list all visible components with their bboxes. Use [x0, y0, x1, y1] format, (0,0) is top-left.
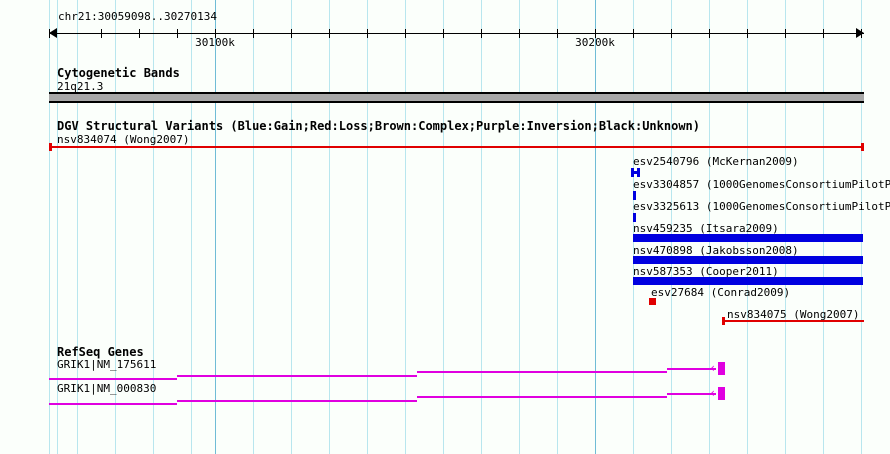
ruler-tick — [291, 29, 292, 38]
gridline — [49, 0, 50, 454]
track-title-cytogenetic-bands: Cytogenetic Bands — [57, 66, 180, 80]
gridline — [443, 0, 444, 454]
ruler-tick — [139, 29, 140, 38]
ruler-axis — [49, 33, 864, 34]
gene-intron-line[interactable] — [667, 393, 716, 395]
ruler-tick-label: 30100k — [195, 36, 235, 49]
gene-strand-arrow-icon: ‹ — [709, 361, 717, 375]
gridline — [253, 0, 254, 454]
variant-endcap-left — [722, 317, 725, 325]
variant-feature-esv3325613[interactable] — [633, 213, 636, 222]
ruler-tick-label: 30200k — [575, 36, 615, 49]
ruler-tick — [557, 29, 558, 38]
variant-feature-nsv587353[interactable] — [633, 277, 863, 285]
variant-label-esv3325613: esv3325613 (1000GenomesConsortiumPilotPr… — [633, 200, 890, 213]
variant-feature-nsv459235[interactable] — [633, 234, 863, 242]
variant-label-esv3304857: esv3304857 (1000GenomesConsortiumPilotPr… — [633, 178, 890, 191]
arrow-right-icon — [856, 28, 864, 38]
gridline-major — [595, 0, 596, 454]
ruler-tick — [101, 29, 102, 38]
ruler-tick — [633, 29, 634, 38]
gene-intron-line[interactable] — [417, 396, 667, 398]
variant-label-nsv834074: nsv834074 (Wong2007) — [57, 133, 190, 146]
ruler-tick — [49, 29, 50, 38]
gene-intron-line[interactable] — [177, 400, 417, 402]
gene-intron-line[interactable] — [177, 375, 417, 377]
variant-feature-esv27684[interactable] — [649, 298, 656, 305]
gridline — [367, 0, 368, 454]
variant-label-nsv459235: nsv459235 (Itsara2009) — [633, 222, 779, 235]
ruler-tick — [785, 29, 786, 38]
ruler-tick — [823, 29, 824, 38]
gridline — [291, 0, 292, 454]
gene-strand-arrow-icon: ‹ — [709, 386, 717, 400]
track-title-refseq-genes: RefSeq Genes — [57, 345, 144, 359]
gridline — [191, 0, 192, 454]
ruler-tick — [215, 29, 216, 38]
variant-endcap-right — [861, 143, 864, 151]
ruler-tick — [405, 29, 406, 38]
ruler-tick — [481, 29, 482, 38]
ruler-tick — [177, 29, 178, 38]
ruler-tick — [253, 29, 254, 38]
gridline — [861, 0, 862, 454]
variant-label-nsv587353: nsv587353 (Cooper2011) — [633, 265, 779, 278]
gene-intron-line[interactable] — [49, 378, 177, 380]
ruler-tick — [595, 29, 596, 38]
variant-label-nsv470898: nsv470898 (Jakobsson2008) — [633, 244, 799, 257]
gridline — [481, 0, 482, 454]
variant-label-esv2540796: esv2540796 (McKernan2009) — [633, 155, 799, 168]
gene-intron-line[interactable] — [49, 403, 177, 405]
gene-intron-line[interactable] — [667, 368, 716, 370]
hmark-bridge — [633, 171, 638, 174]
gene-label-grik1-nm175611: GRIK1|NM_175611 — [57, 358, 157, 371]
variant-feature-nsv834074[interactable] — [49, 146, 864, 148]
hmark-left-cap — [631, 168, 634, 177]
gridline-major — [215, 0, 216, 454]
gridline — [405, 0, 406, 454]
gridline — [557, 0, 558, 454]
cytoband-label: 21q21.3 — [57, 80, 104, 93]
track-title-dgv-structural-variants: DGV Structural Variants (Blue:Gain;Red:L… — [57, 119, 700, 133]
ruler-tick — [367, 29, 368, 38]
locus-coordinate-label: chr21:30059098..30270134 — [58, 10, 217, 23]
variant-feature-esv3304857[interactable] — [633, 191, 636, 200]
gridline — [519, 0, 520, 454]
ruler-tick — [443, 29, 444, 38]
variant-feature-nsv834075[interactable] — [722, 320, 864, 322]
gene-label-grik1-nm000830: GRIK1|NM_000830 — [57, 382, 157, 395]
ruler-tick — [329, 29, 330, 38]
ruler-tick — [861, 29, 862, 38]
hmark-right-cap — [637, 168, 640, 177]
cytoband-bar[interactable] — [49, 92, 864, 103]
ruler-tick — [747, 29, 748, 38]
variant-label-nsv834075: nsv834075 (Wong2007) — [727, 308, 860, 321]
arrow-left-icon — [49, 28, 57, 38]
variant-endcap-left — [49, 143, 52, 151]
ruler-tick — [519, 29, 520, 38]
gene-intron-line[interactable] — [417, 371, 667, 373]
variant-feature-nsv470898[interactable] — [633, 256, 863, 264]
ruler-tick — [671, 29, 672, 38]
gene-exon-block[interactable] — [718, 387, 725, 400]
gridline — [785, 0, 786, 454]
gridline — [823, 0, 824, 454]
variant-label-esv27684: esv27684 (Conrad2009) — [651, 286, 791, 299]
gridline — [329, 0, 330, 454]
ruler-tick — [709, 29, 710, 38]
gene-exon-block[interactable] — [718, 362, 725, 375]
variant-feature-esv2540796[interactable] — [631, 168, 640, 177]
